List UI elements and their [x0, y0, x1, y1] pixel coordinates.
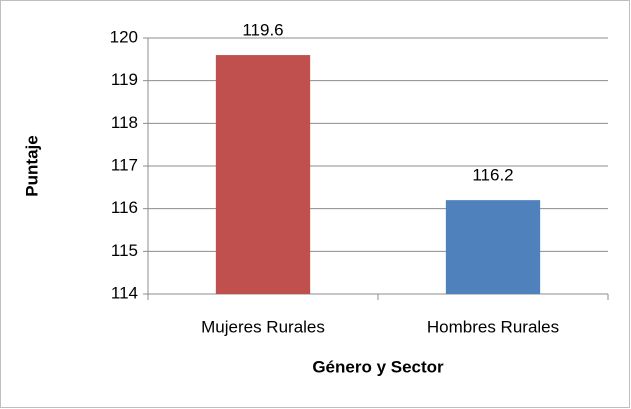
y-tick-label: 120 — [110, 27, 138, 46]
x-axis-title: Género y Sector — [312, 357, 444, 376]
y-tick-label: 115 — [111, 241, 138, 260]
y-axis-title: Puntaje — [22, 135, 41, 196]
data-label: 116.2 — [472, 166, 513, 185]
bar — [215, 55, 311, 294]
y-tick-label: 119 — [111, 70, 138, 89]
data-label: 119.6 — [242, 21, 283, 40]
x-tick-label: Mujeres Rurales — [201, 317, 325, 336]
bar — [445, 200, 541, 294]
y-tick-label: 116 — [111, 198, 138, 217]
y-tick-label: 117 — [111, 155, 138, 174]
y-tick-label: 118 — [111, 113, 138, 132]
x-tick-label: Hombres Rurales — [427, 317, 559, 336]
y-tick-label: 114 — [111, 283, 138, 302]
